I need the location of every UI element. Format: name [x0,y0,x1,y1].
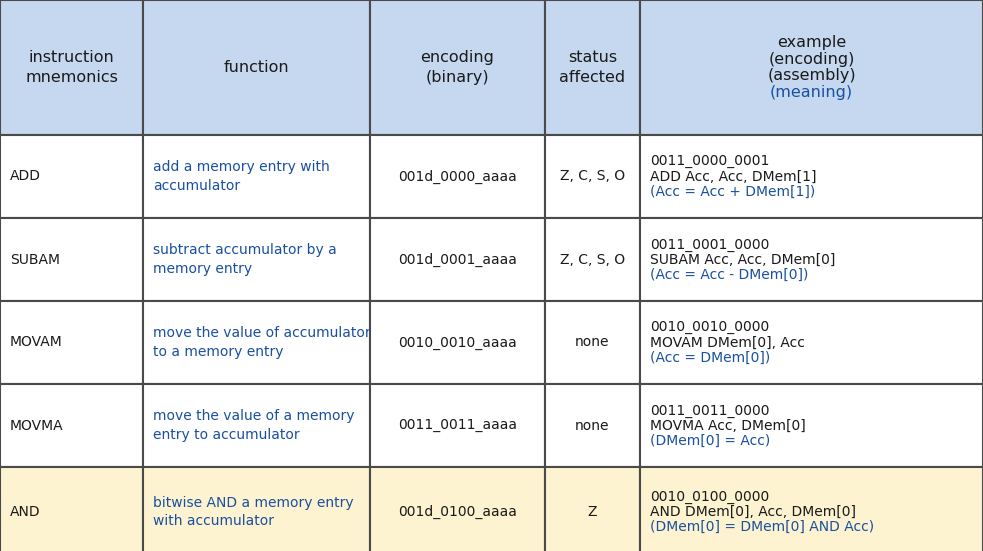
Bar [545,467,640,551]
Text: example: example [777,35,846,50]
Text: Z: Z [588,505,598,519]
Text: 0011_0011_aaaa: 0011_0011_aaaa [398,419,517,433]
Text: move the value of accumulator
to a memory entry: move the value of accumulator to a memor… [153,326,371,359]
Text: (Acc = Acc - DMem[0]): (Acc = Acc - DMem[0]) [650,267,808,282]
Text: none: none [575,419,609,433]
Bar [370,135,545,218]
Text: 001d_0001_aaaa: 001d_0001_aaaa [398,252,517,267]
Text: function: function [224,60,289,75]
Bar [640,384,983,467]
Text: SUBAM: SUBAM [10,252,60,267]
Bar [143,384,370,467]
Text: none: none [575,336,609,349]
Bar [370,467,545,551]
Text: ADD Acc, Acc, DMem[1]: ADD Acc, Acc, DMem[1] [650,170,817,183]
Text: MOVAM DMem[0], Acc: MOVAM DMem[0], Acc [650,336,805,349]
Text: bitwise AND a memory entry
with accumulator: bitwise AND a memory entry with accumula… [153,496,354,528]
Text: subtract accumulator by a
memory entry: subtract accumulator by a memory entry [153,244,337,276]
Text: instruction
mnemonics: instruction mnemonics [25,50,118,85]
Text: AND: AND [10,505,40,519]
Bar [143,0,370,135]
Text: (DMem[0] = DMem[0] AND Acc): (DMem[0] = DMem[0] AND Acc) [650,520,874,534]
Text: (Acc = Acc + DMem[1]): (Acc = Acc + DMem[1]) [650,185,815,198]
Bar [0,0,143,135]
Bar [0,467,143,551]
Bar [640,135,983,218]
Text: 0011_0000_0001: 0011_0000_0001 [650,154,770,169]
Text: move the value of a memory
entry to accumulator: move the value of a memory entry to accu… [153,409,355,442]
Bar [545,135,640,218]
Text: (Acc = DMem[0]): (Acc = DMem[0]) [650,350,771,365]
Text: 0010_0100_0000: 0010_0100_0000 [650,490,770,504]
Text: 0011_0001_0000: 0011_0001_0000 [650,237,770,251]
Text: MOVAM: MOVAM [10,336,63,349]
Text: add a memory entry with
accumulator: add a memory entry with accumulator [153,160,329,193]
Text: 001d_0000_aaaa: 001d_0000_aaaa [398,169,517,183]
Bar [143,218,370,301]
Bar [143,467,370,551]
Bar [545,218,640,301]
Bar [640,218,983,301]
Bar [640,301,983,384]
Text: (DMem[0] = Acc): (DMem[0] = Acc) [650,434,771,447]
Bar [545,0,640,135]
Bar [0,384,143,467]
Text: (meaning): (meaning) [770,85,853,100]
Text: 001d_0100_aaaa: 001d_0100_aaaa [398,505,517,519]
Bar [370,301,545,384]
Text: (encoding): (encoding) [769,52,854,67]
Text: AND DMem[0], Acc, DMem[0]: AND DMem[0], Acc, DMem[0] [650,505,856,519]
Text: Z, C, S, O: Z, C, S, O [560,252,625,267]
Text: 0010_0010_aaaa: 0010_0010_aaaa [398,336,517,349]
Bar [370,218,545,301]
Bar [0,135,143,218]
Bar [370,384,545,467]
Bar [0,301,143,384]
Text: encoding
(binary): encoding (binary) [421,50,494,85]
Text: ADD: ADD [10,170,41,183]
Text: MOVMA: MOVMA [10,419,64,433]
Bar [0,218,143,301]
Text: Z, C, S, O: Z, C, S, O [560,170,625,183]
Bar [545,384,640,467]
Bar [640,0,983,135]
Text: SUBAM Acc, Acc, DMem[0]: SUBAM Acc, Acc, DMem[0] [650,252,836,267]
Bar [143,301,370,384]
Text: 0010_0010_0000: 0010_0010_0000 [650,321,770,334]
Bar [370,0,545,135]
Text: status
affected: status affected [559,50,625,85]
Text: MOVMA Acc, DMem[0]: MOVMA Acc, DMem[0] [650,419,806,433]
Bar [143,135,370,218]
Bar [640,467,983,551]
Bar [545,301,640,384]
Text: 0011_0011_0000: 0011_0011_0000 [650,403,770,418]
Text: (assembly): (assembly) [767,68,856,83]
